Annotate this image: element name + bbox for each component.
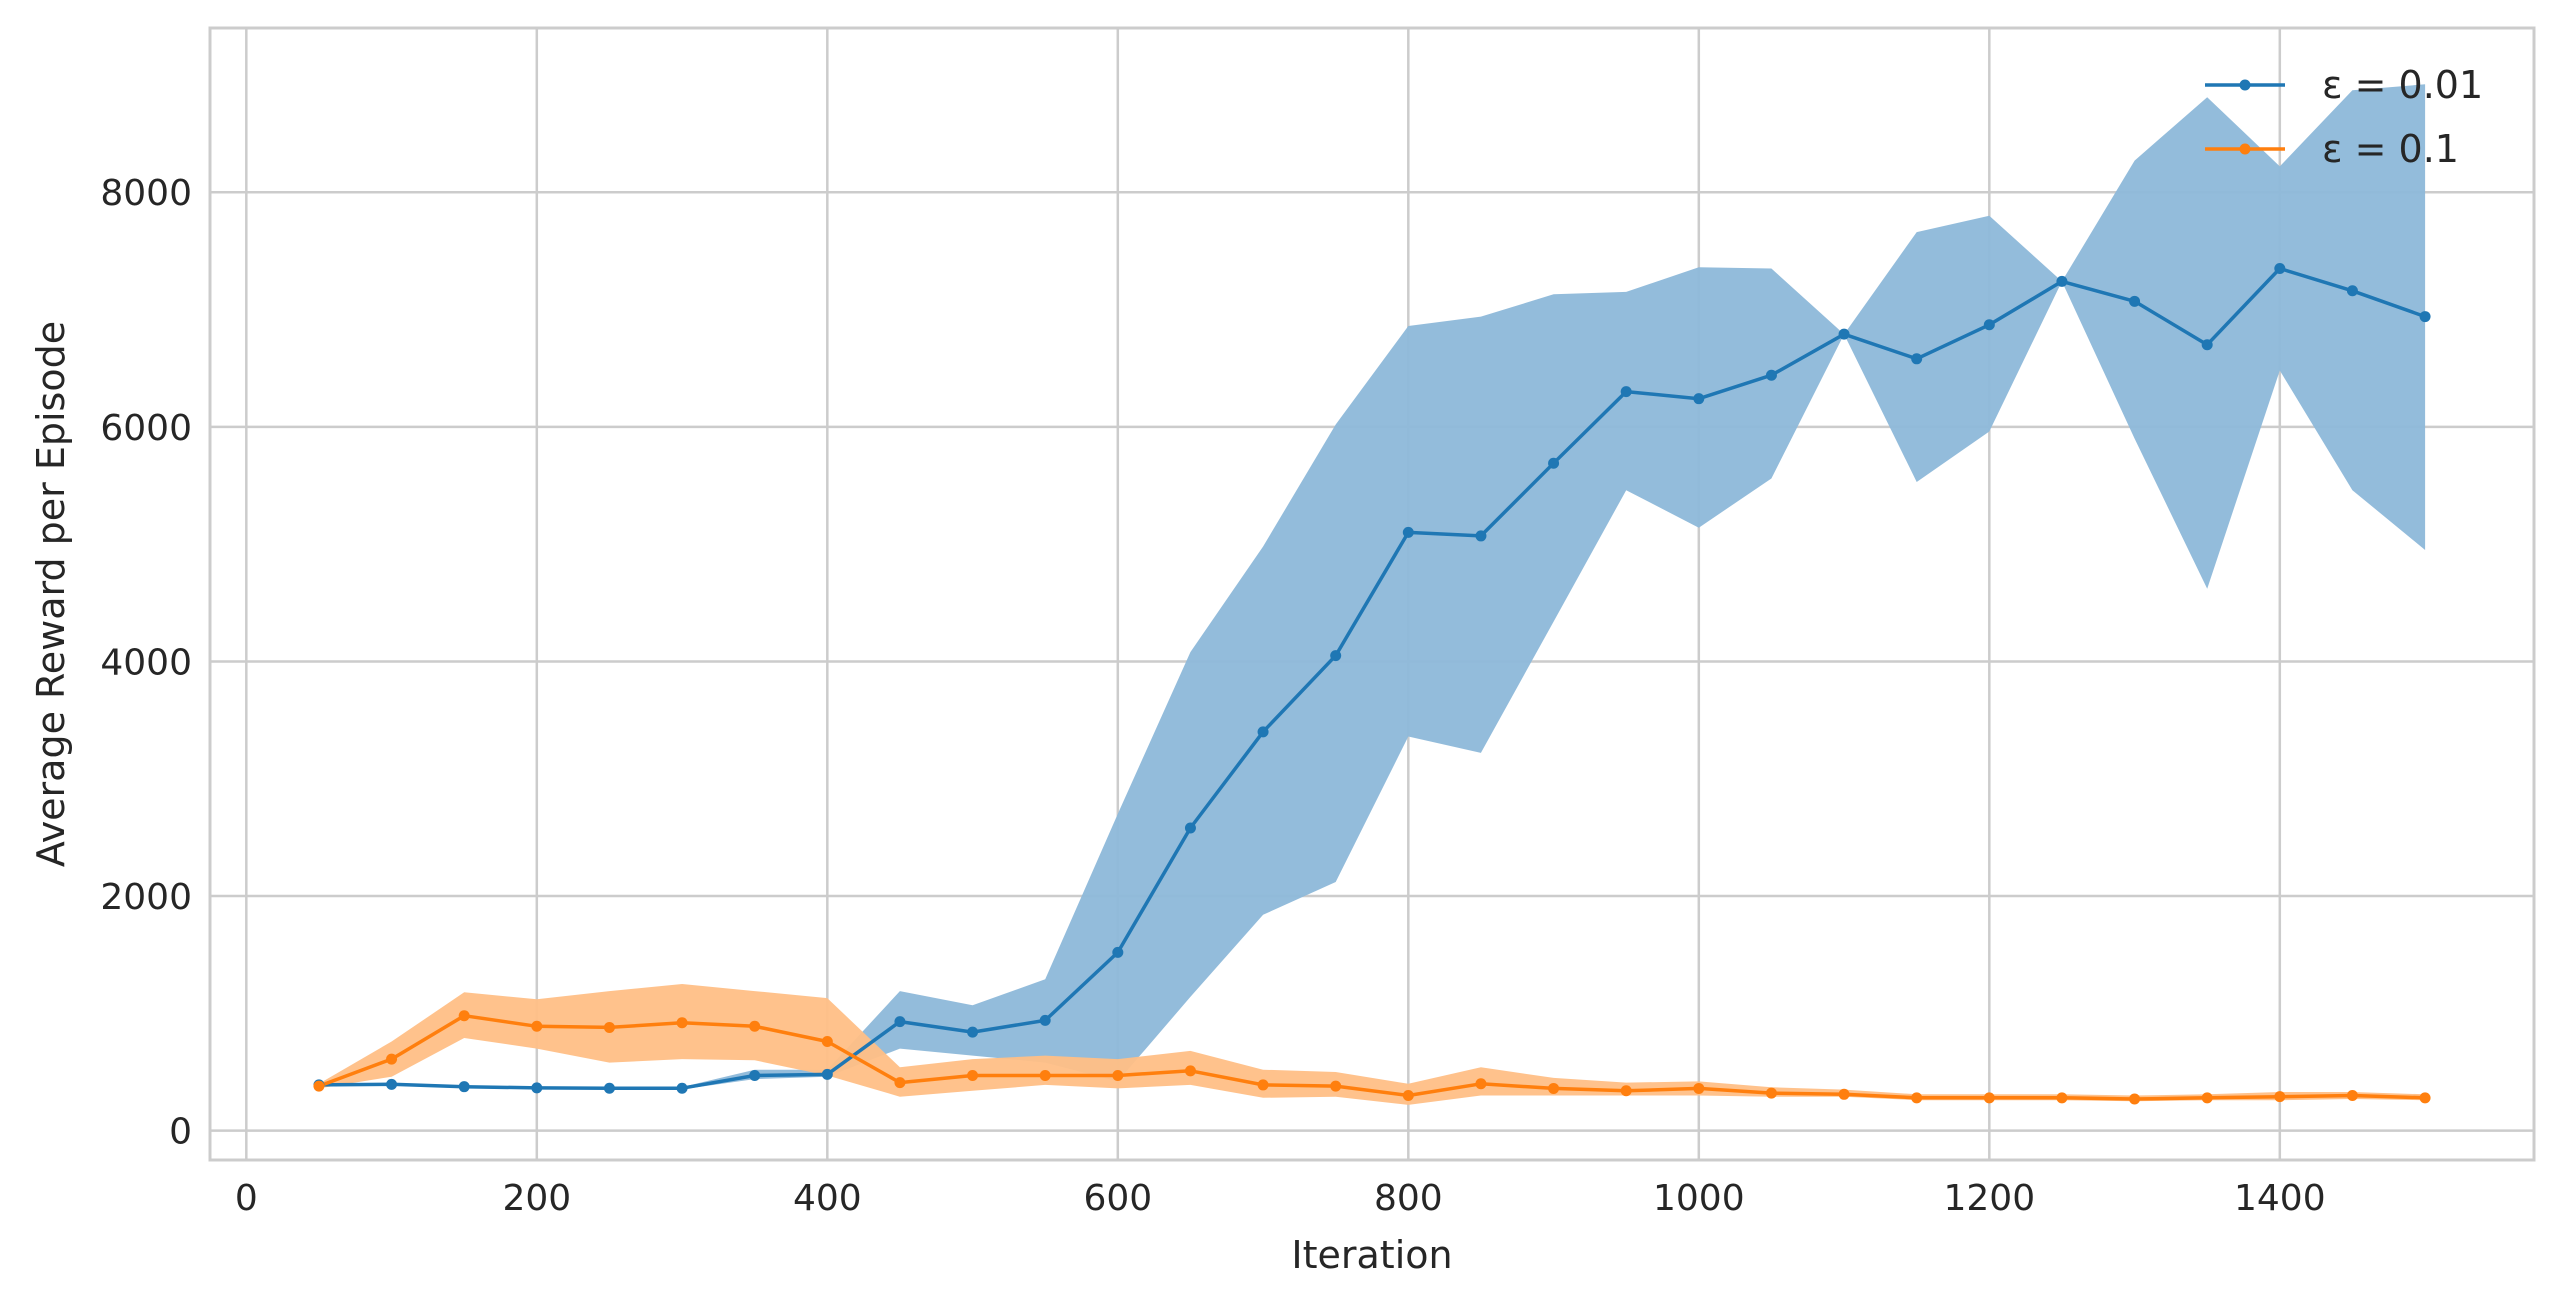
data-point (967, 1070, 979, 1082)
x-axis-label: Iteration (1291, 1233, 1452, 1277)
data-point (1620, 386, 1632, 398)
data-point (386, 1078, 398, 1090)
data-point (1475, 530, 1487, 542)
data-point (2201, 339, 2213, 351)
data-point (1112, 946, 1124, 958)
data-point (2346, 1089, 2358, 1101)
legend-item: ε = 0.01 (2205, 63, 2483, 107)
legend-label: ε = 0.01 (2322, 63, 2483, 107)
data-point (2274, 1091, 2286, 1103)
y-tick-label: 4000 (100, 642, 192, 683)
data-point (1765, 1087, 1777, 1099)
x-tick-label: 1000 (1653, 1178, 1745, 1219)
data-point (1330, 650, 1342, 662)
data-point (1257, 726, 1269, 738)
x-tick-label: 800 (1374, 1178, 1443, 1219)
data-point (1765, 369, 1777, 381)
data-point (1039, 1014, 1051, 1026)
data-point (1838, 1088, 1850, 1100)
data-point (2056, 1092, 2068, 1104)
data-point (749, 1020, 761, 1032)
y-axis-label: Average Reward per Episode (29, 321, 73, 867)
data-point (1838, 328, 1850, 340)
x-tick-label: 1400 (2234, 1178, 2326, 1219)
y-tick-labels: 0 2000 4000 6000 8000 (100, 173, 192, 1152)
x-tick-label: 400 (793, 1178, 862, 1219)
x-tick-labels: 0 200 400 600 800 1000 1200 1400 (235, 1178, 2326, 1219)
data-point (1402, 526, 1414, 538)
legend-item: ε = 0.1 (2205, 127, 2459, 171)
data-point (603, 1021, 615, 1033)
y-tick-label: 8000 (100, 173, 192, 214)
data-point (2274, 262, 2286, 274)
data-point (2129, 295, 2141, 307)
data-point (1548, 457, 1560, 469)
data-point (1983, 319, 1995, 331)
data-point (1184, 822, 1196, 834)
data-point (1693, 1082, 1705, 1094)
data-point (313, 1080, 325, 1092)
data-point (821, 1068, 833, 1080)
series-lines (318, 266, 2426, 1101)
axes-frame (208, 26, 2536, 1162)
data-point (967, 1026, 979, 1038)
data-point (2056, 275, 2068, 287)
data-point (821, 1036, 833, 1048)
legend-marker (2239, 143, 2251, 155)
data-point (894, 1016, 906, 1028)
data-point (1911, 353, 1923, 365)
data-point (676, 1017, 688, 1029)
data-point (1184, 1065, 1196, 1077)
series-markers (313, 262, 2431, 1105)
data-point (1693, 393, 1705, 405)
data-point (1330, 1080, 1342, 1092)
data-point (531, 1082, 543, 1094)
data-point (458, 1010, 470, 1022)
legend-marker (2239, 79, 2251, 91)
data-point (1257, 1079, 1269, 1091)
y-tick-label: 6000 (100, 408, 192, 449)
x-tick-label: 0 (235, 1178, 258, 1219)
data-point (1620, 1085, 1632, 1097)
confidence-band-series-1 (318, 984, 2426, 1105)
confidence-bands (318, 84, 2426, 1105)
x-tick-label: 600 (1083, 1178, 1152, 1219)
data-point (676, 1082, 688, 1094)
data-point (458, 1081, 470, 1093)
data-point (603, 1082, 615, 1094)
data-point (894, 1077, 906, 1089)
data-point (1112, 1070, 1124, 1082)
data-point (1402, 1089, 1414, 1101)
line-series-1 (318, 1013, 2426, 1101)
confidence-band-series-0 (318, 84, 2426, 1090)
legend-label: ε = 0.1 (2322, 127, 2459, 171)
data-point (2419, 311, 2431, 323)
line-series-0 (318, 266, 2426, 1090)
data-point (2201, 1092, 2213, 1104)
y-tick-label: 2000 (100, 877, 192, 918)
data-point (2346, 285, 2358, 297)
data-point (2419, 1092, 2431, 1104)
data-point (1548, 1082, 1560, 1094)
x-tick-label: 200 (502, 1178, 571, 1219)
data-point (2129, 1093, 2141, 1105)
data-point (1475, 1078, 1487, 1090)
data-point (1911, 1092, 1923, 1104)
legend: ε = 0.01 ε = 0.1 (2205, 63, 2483, 171)
data-point (386, 1053, 398, 1065)
data-point (1039, 1070, 1051, 1082)
y-tick-label: 0 (169, 1112, 192, 1153)
x-tick-label: 1200 (1944, 1178, 2036, 1219)
data-point (1983, 1092, 1995, 1104)
data-point (749, 1070, 761, 1082)
data-point (531, 1020, 543, 1032)
